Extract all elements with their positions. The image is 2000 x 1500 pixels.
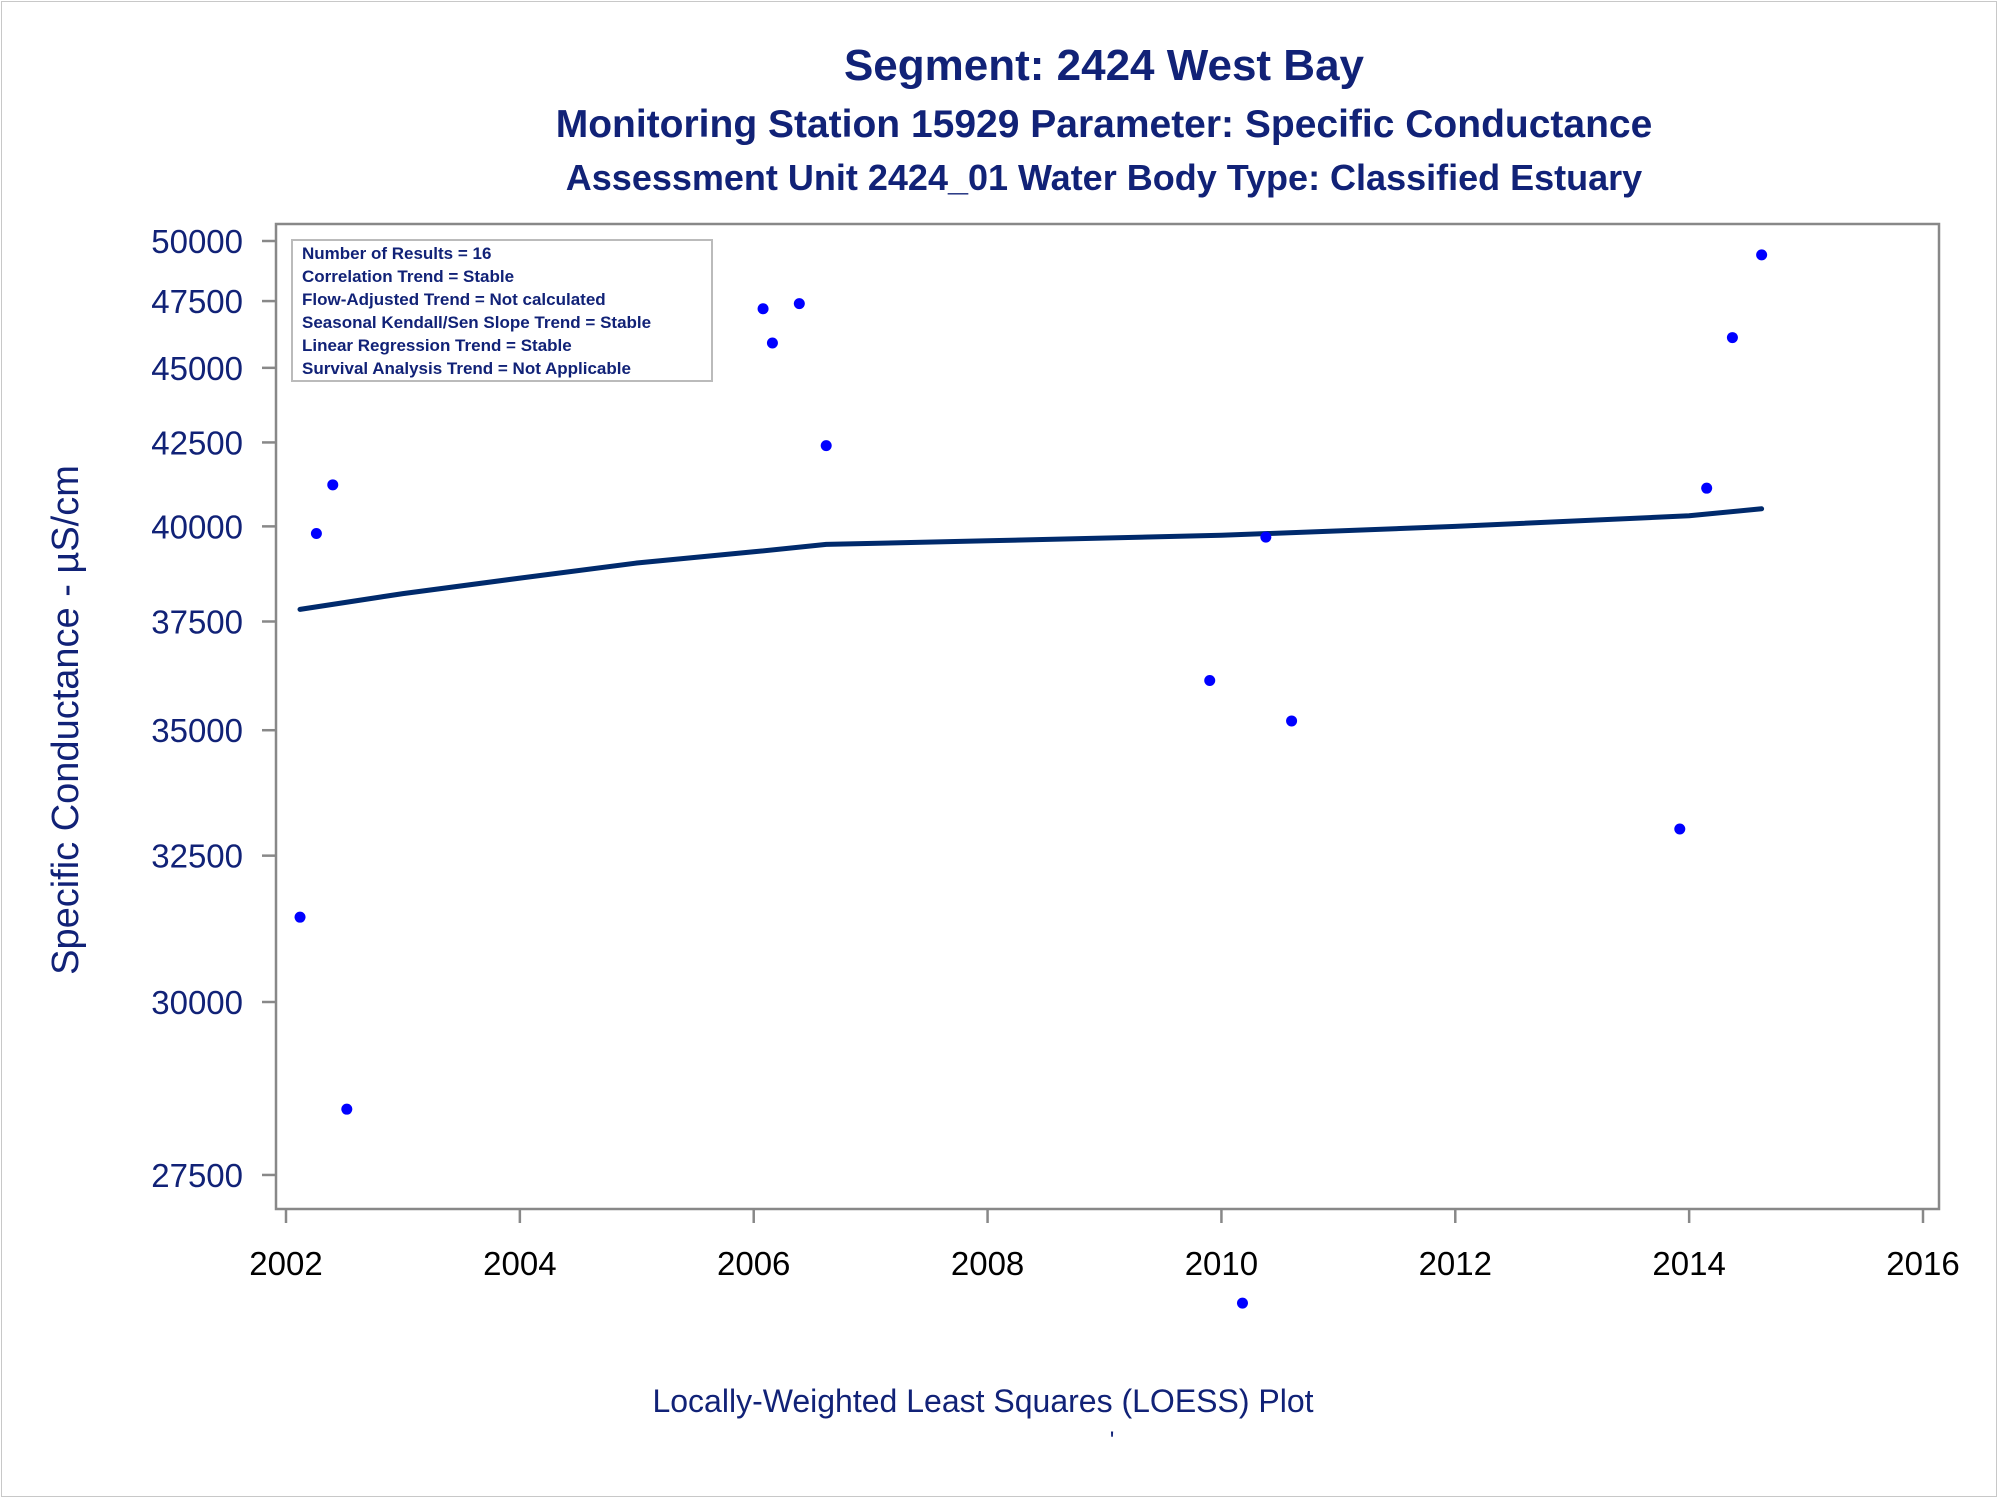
- data-point: [310, 528, 322, 540]
- plot-area: [274, 222, 1941, 1211]
- y-tick-label: 45000: [151, 350, 243, 387]
- x-tick-label: 2008: [951, 1245, 1024, 1282]
- loess-trend-line: [297, 506, 1765, 612]
- x-tick-label: 2016: [1886, 1245, 1959, 1282]
- data-point: [1236, 1297, 1248, 1309]
- y-tick-label: 27500: [151, 1157, 243, 1194]
- chart-title: Segment: 2424 West Bay: [844, 41, 1365, 90]
- y-tick-label: 35000: [151, 712, 243, 749]
- data-points: [294, 249, 1768, 1309]
- data-point: [1204, 675, 1216, 687]
- data-point: [294, 911, 306, 923]
- y-tick-label: 30000: [151, 984, 243, 1021]
- data-point: [1726, 332, 1738, 344]
- x-tick-label: 2006: [717, 1245, 790, 1282]
- x-tick-label: 2014: [1652, 1245, 1725, 1282]
- data-point: [757, 303, 769, 315]
- data-point: [820, 440, 832, 452]
- data-point: [766, 337, 778, 349]
- legend-line-3: Flow-Adjusted Trend = Not calculated: [302, 290, 606, 309]
- x-tick-label: 2010: [1185, 1245, 1258, 1282]
- y-axis: 27500 30000 32500 35000 37500 40000 42500 45000…: [151, 223, 276, 1194]
- x-tick-label: 2002: [249, 1245, 322, 1282]
- chart-subtitle: Monitoring Station 15929 Parameter: Spec…: [556, 103, 1653, 146]
- x-tick-label: 2012: [1419, 1245, 1492, 1282]
- data-point: [327, 479, 339, 491]
- legend-line-6: Survival Analysis Trend = Not Applicable: [302, 359, 631, 378]
- data-point: [1260, 531, 1272, 543]
- data-point: [1286, 715, 1298, 727]
- data-point: [1701, 482, 1713, 494]
- x-axis-label: Locally-Weighted Least Squares (LOESS) P…: [652, 1383, 1313, 1419]
- y-tick-label: 50000: [151, 223, 243, 260]
- data-point: [793, 298, 805, 310]
- legend-line-1: Number of Results = 16: [302, 244, 491, 263]
- x-axis: 2002 2004 2006 2008 2010 2012 2014 2016: [249, 1209, 1960, 1282]
- y-tick-label: 32500: [151, 838, 243, 875]
- chart-titles: Segment: 2424 West Bay Monitoring Statio…: [556, 41, 1653, 198]
- y-tick-label: 47500: [151, 283, 243, 320]
- legend-line-4: Seasonal Kendall/Sen Slope Trend = Stabl…: [302, 313, 651, 332]
- legend-box: [291, 239, 713, 382]
- y-tick-label: 40000: [151, 508, 243, 545]
- chart-subtitle-2: Assessment Unit 2424_01 Water Body Type:…: [566, 157, 1642, 198]
- y-tick-label: 42500: [151, 424, 243, 461]
- y-axis-label: Specific Conductance - µS/cm: [45, 465, 87, 975]
- legend-line-2: Correlation Trend = Stable: [302, 267, 514, 286]
- legend-line-5: Linear Regression Trend = Stable: [302, 336, 572, 355]
- data-point: [1674, 823, 1686, 835]
- data-point: [341, 1103, 353, 1115]
- x-tick-label: 2004: [483, 1245, 556, 1282]
- footnote: ': [1110, 1427, 1115, 1454]
- legend: Number of Results = 16 Correlation Trend…: [291, 239, 713, 382]
- y-tick-label: 37500: [151, 604, 243, 641]
- data-point: [1756, 249, 1768, 261]
